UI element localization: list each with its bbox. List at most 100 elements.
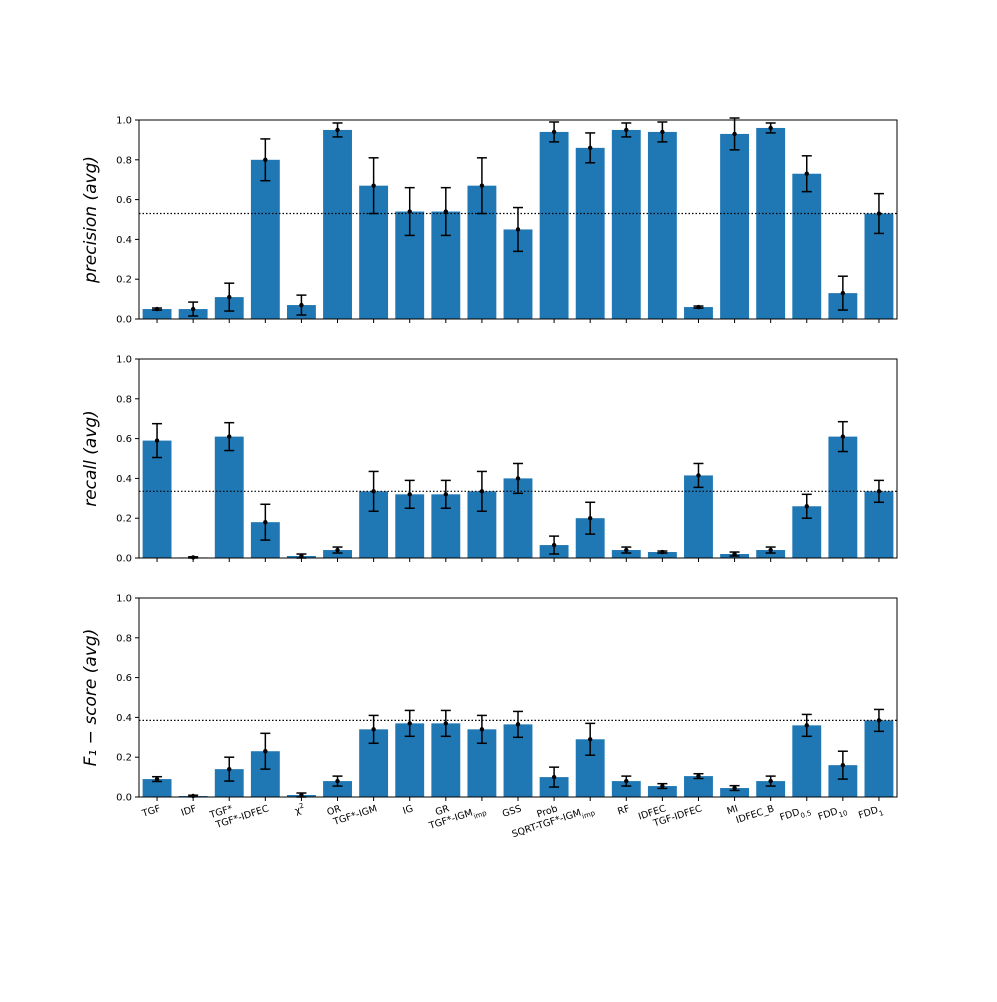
bar xyxy=(214,436,244,558)
mean-point xyxy=(407,721,412,726)
mean-point xyxy=(551,774,557,780)
x-tick-label: GR xyxy=(434,803,451,818)
y-tick-label: 0.8 xyxy=(116,394,132,405)
mean-point xyxy=(804,171,809,176)
mean-point xyxy=(227,294,232,300)
x-tick-label: IDFEC_B xyxy=(735,803,776,826)
mean-point xyxy=(227,766,232,772)
mean-point xyxy=(660,549,665,555)
y-axis-label: recall (avg) xyxy=(81,410,101,507)
bar xyxy=(684,475,713,558)
y-tick-label: 1.0 xyxy=(116,355,132,366)
mean-point xyxy=(190,555,196,560)
mean-point xyxy=(515,722,521,727)
mean-point xyxy=(154,438,160,443)
chart-panel-1: 0.0 0.2 0.4 0.6 0.8 1.0 precision (avg) xyxy=(81,116,898,326)
mean-point xyxy=(840,762,846,768)
y-tick-label: 0.6 xyxy=(116,195,132,206)
y-tick-label: 0.6 xyxy=(116,434,132,445)
bar xyxy=(611,550,641,558)
bar xyxy=(647,786,677,797)
bar xyxy=(611,781,641,797)
mean-point xyxy=(624,778,629,784)
x-tick-label: RF xyxy=(616,803,631,817)
mean-point xyxy=(768,125,773,131)
mean-point xyxy=(840,434,846,439)
bar xyxy=(864,720,894,797)
bar xyxy=(756,550,786,558)
mean-point xyxy=(876,718,882,723)
mean-point xyxy=(515,476,521,481)
mean-point xyxy=(371,183,376,188)
chart-panel-2: 0.0 0.2 0.4 0.6 0.8 1.0 recall (avg) xyxy=(81,355,898,565)
bar xyxy=(684,776,713,797)
mean-point xyxy=(335,778,340,784)
y-tick-label: 0.2 xyxy=(116,753,132,764)
mean-point xyxy=(551,542,557,548)
mean-point xyxy=(407,492,412,497)
y-tick-label: 0.8 xyxy=(116,155,132,166)
y-tick-label: 0.4 xyxy=(116,235,132,246)
x-tick-label: IDF xyxy=(180,803,198,818)
mean-point xyxy=(299,302,304,308)
chart-panel-3: 0.0 0.2 0.4 0.6 0.8 1.0 F₁ − score (avg) xyxy=(81,594,898,804)
y-axis-label: F₁ − score (avg) xyxy=(81,629,101,767)
bar xyxy=(323,129,352,319)
mean-point xyxy=(190,306,196,312)
bar xyxy=(250,159,280,319)
mean-point xyxy=(479,489,485,494)
bar xyxy=(647,552,677,558)
mean-point xyxy=(696,304,701,310)
mean-point xyxy=(660,129,665,135)
x-tick-label: FDD10 xyxy=(817,803,849,825)
y-tick-label: 1.0 xyxy=(116,116,132,127)
mean-point xyxy=(624,547,629,553)
mean-point xyxy=(551,129,557,135)
y-axis-label: precision (avg) xyxy=(81,156,101,284)
mean-point xyxy=(263,749,268,754)
bar xyxy=(539,131,569,319)
mean-point xyxy=(732,785,737,791)
bar xyxy=(647,131,677,319)
x-tick-label: MI xyxy=(726,803,740,817)
mean-point xyxy=(263,519,268,525)
bar xyxy=(684,307,713,319)
mean-point xyxy=(515,227,521,232)
mean-point xyxy=(732,551,737,557)
mean-point xyxy=(335,547,340,553)
y-tick-label: 0.8 xyxy=(116,633,132,644)
bar xyxy=(323,550,352,558)
y-tick-label: 0.2 xyxy=(116,275,132,286)
y-tick-label: 0.6 xyxy=(116,673,132,684)
bar xyxy=(611,129,641,319)
mean-point xyxy=(299,553,304,559)
mean-point xyxy=(154,776,160,782)
y-tick-label: 0.0 xyxy=(116,793,132,804)
x-tick-label: IG xyxy=(402,803,415,817)
mean-point xyxy=(732,131,737,137)
bar xyxy=(792,173,822,319)
bar xyxy=(720,788,750,797)
mean-point xyxy=(768,778,773,784)
mean-point xyxy=(804,504,809,509)
x-tick-label: χ2 xyxy=(293,801,306,816)
mean-point xyxy=(443,209,449,214)
mean-point xyxy=(696,773,701,779)
bar xyxy=(792,725,822,797)
mean-point xyxy=(624,127,629,133)
bar xyxy=(756,781,786,797)
mean-point xyxy=(876,489,882,494)
mean-point xyxy=(840,290,846,296)
mean-point xyxy=(587,516,593,521)
mean-point xyxy=(660,783,665,789)
x-tick-label: OR xyxy=(326,803,343,818)
y-tick-label: 0.4 xyxy=(116,713,132,724)
x-tick-label: GSS xyxy=(501,803,523,819)
bar xyxy=(142,440,172,558)
bar xyxy=(828,436,858,558)
x-tick-label: TGF xyxy=(140,803,162,820)
y-tick-label: 0.2 xyxy=(116,514,132,525)
mean-point xyxy=(335,127,340,133)
